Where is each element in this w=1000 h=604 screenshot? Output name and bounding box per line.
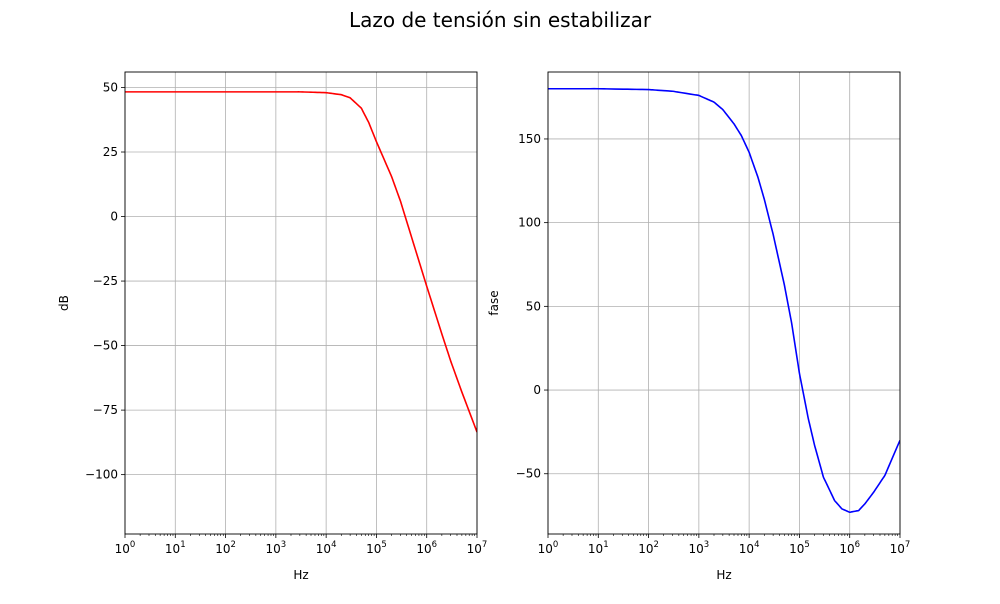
phase-axes-frame — [547, 71, 901, 535]
magnitude-xtick-label: 103 — [266, 540, 287, 556]
magnitude-ytick-label: 25 — [103, 145, 118, 159]
phase-xtick-label: 101 — [588, 540, 609, 556]
magnitude-series-line — [125, 91, 477, 433]
phase-xtick-label: 107 — [890, 540, 911, 556]
phase-xtick-label: 103 — [689, 540, 710, 556]
magnitude-xtick-label: 107 — [467, 540, 488, 556]
magnitude-ytick-label: −75 — [93, 403, 118, 417]
magnitude-ytick-label: −50 — [93, 339, 118, 353]
magnitude-xtick-label: 102 — [215, 540, 236, 556]
magnitude-xtick-label: 105 — [366, 540, 387, 556]
magnitude-xtick-label: 106 — [416, 540, 437, 556]
phase-ytick-label: 100 — [518, 216, 541, 230]
phase-ytick-label: −50 — [516, 467, 541, 481]
magnitude-ytick-label: 50 — [103, 80, 118, 94]
magnitude-ytick-label: −100 — [85, 468, 118, 482]
magnitude-ytick-label: 0 — [110, 210, 118, 224]
phase-series-line — [548, 87, 900, 514]
phase-xtick-label: 102 — [638, 540, 659, 556]
phase-xtick-label: 105 — [789, 540, 810, 556]
phase-ytick-label: 0 — [533, 383, 541, 397]
magnitude-ytick-label: −25 — [93, 274, 118, 288]
figure-title: Lazo de tensión sin estabilizar — [348, 8, 652, 32]
phase-ytick-label: 150 — [518, 132, 541, 146]
phase-xtick-label: 100 — [538, 540, 559, 556]
magnitude-xtick-label: 101 — [165, 540, 186, 556]
magnitude-xtick-label: 104 — [316, 540, 337, 556]
magnitude-axes-frame — [124, 71, 478, 535]
phase-ytick-label: 50 — [526, 299, 541, 313]
magnitude-ylabel: dB — [57, 295, 71, 311]
magnitude-axes: 100 101 102 103 104 105 106 107 50 25 0 −25 −50 −75 −1… — [57, 71, 488, 582]
phase-xlabel: Hz — [716, 568, 731, 582]
magnitude-xlabel: Hz — [293, 568, 308, 582]
phase-xtick-label: 106 — [839, 540, 860, 556]
phase-ylabel: fase — [487, 290, 501, 315]
magnitude-xtick-label: 100 — [115, 540, 136, 556]
phase-axes: 100 101 102 103 104 105 106 107 150 100 50 0 −50 Hz fa… — [487, 71, 911, 582]
phase-xtick-label: 104 — [739, 540, 760, 556]
